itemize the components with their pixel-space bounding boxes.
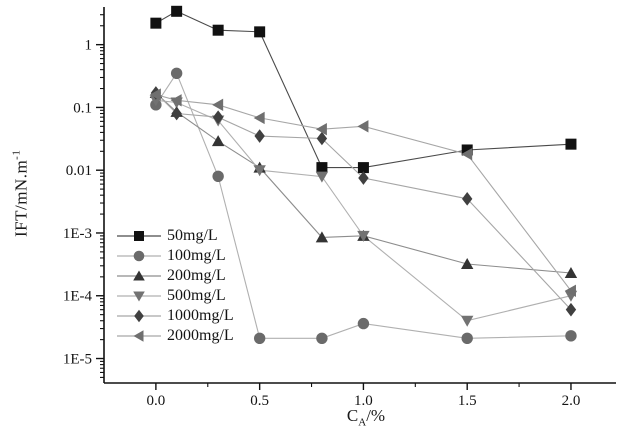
data-point-100mg/L-marker [357, 317, 370, 330]
legend-marker-glyph [134, 309, 144, 323]
y-axis-title: IFT/mN.m-1 [11, 111, 32, 275]
data-point-500mg/L-marker [315, 171, 329, 183]
data-point-500mg/L-marker [460, 315, 474, 327]
data-point-2000mg/L-marker [170, 94, 182, 107]
legend-marker-triangle-up-icon [117, 270, 161, 281]
legend-item-2000mg/L: 2000mg/L [116, 326, 234, 346]
data-point-100mg/L-marker [316, 332, 328, 344]
legend-marker-glyph [133, 250, 145, 262]
legend: 50mg/L 100mg/L 200mg/L 500mg/L 1000mg/L 2000m… [116, 226, 234, 346]
x-axis-title-subscript: A [358, 416, 367, 429]
data-point-1000mg/L-marker [316, 131, 328, 146]
y-tick-label: 1E-3 [63, 226, 92, 242]
data-point-1000mg/L-marker [212, 110, 224, 124]
legend-label: 200mg/L [167, 267, 226, 284]
data-point-50mg/L-marker [171, 5, 183, 17]
y-tick-label: 0.1 [73, 100, 92, 116]
data-point-2000mg/L-marker [461, 147, 473, 161]
legend-item-1000mg/L: 1000mg/L [116, 306, 234, 326]
data-point-200mg/L-marker [564, 267, 578, 279]
legend-marker-square-icon [117, 231, 161, 241]
legend-item-200mg/L: 200mg/L [116, 266, 234, 286]
data-point-1000mg/L-marker [358, 171, 369, 185]
data-point-500mg/L-marker [357, 230, 370, 242]
legend-item-50mg/L: 50mg/L [116, 226, 234, 246]
series-line-500mg/L [155, 99, 572, 322]
legend-label: 1000mg/L [167, 307, 234, 324]
data-point-200mg/L-marker [211, 135, 225, 147]
data-point-1000mg/L-marker [171, 106, 182, 121]
legend-label: 500mg/L [167, 287, 226, 304]
data-point-1000mg/L-marker [254, 129, 265, 143]
x-axis-title-suffix: /% [366, 406, 386, 425]
legend-marker-triangle-down-icon [117, 291, 161, 302]
series-line-50mg/L [155, 10, 572, 169]
legend-marker-glyph [133, 291, 145, 302]
data-point-50mg/L-marker [150, 17, 162, 29]
legend-item-500mg/L: 500mg/L [116, 286, 234, 306]
data-point-100mg/L-marker [461, 332, 473, 344]
y-tick-label: 1E-4 [63, 289, 93, 305]
y-tick-label: 1 [85, 38, 93, 54]
data-point-50mg/L-marker [316, 162, 328, 174]
x-axis-title-text: C [346, 406, 359, 425]
data-point-2000mg/L-marker [357, 120, 369, 133]
legend-marker-diamond-icon [117, 309, 161, 323]
x-tick-label: 1.5 [458, 393, 477, 409]
y-tick-label: 1E-5 [63, 352, 92, 368]
data-point-2000mg/L-marker [315, 123, 327, 136]
data-point-500mg/L-marker [253, 165, 266, 177]
x-tick-label: 0.5 [250, 393, 269, 409]
legend-marker-triangle-left-icon [117, 330, 161, 342]
series-line-100mg/L [155, 72, 572, 339]
data-point-50mg/L-marker [357, 162, 369, 174]
data-point-200mg/L-marker [315, 231, 329, 243]
legend-item-100mg/L: 100mg/L [116, 246, 234, 266]
data-point-100mg/L-marker [565, 330, 577, 342]
legend-label: 2000mg/L [167, 327, 234, 344]
series-line-2000mg/L [155, 94, 572, 292]
legend-marker-glyph [134, 231, 144, 241]
data-point-50mg/L-marker [461, 144, 473, 156]
data-point-1000mg/L-marker [565, 302, 577, 317]
series-line-1000mg/L [155, 92, 572, 311]
legend-marker-glyph [133, 330, 144, 342]
data-point-2000mg/L-marker [564, 284, 576, 297]
legend-marker-circle-icon [117, 250, 161, 262]
series-line-200mg/L [155, 92, 572, 274]
data-point-2000mg/L-marker [253, 111, 265, 125]
data-point-50mg/L-marker [254, 26, 266, 38]
data-point-100mg/L-marker [212, 170, 224, 182]
y-axis-title-text: IFT/mN.m [11, 159, 31, 238]
data-point-100mg/L-marker [170, 67, 183, 79]
data-point-50mg/L-marker [565, 138, 577, 150]
legend-label: 100mg/L [167, 247, 226, 264]
data-point-2000mg/L-marker [149, 88, 161, 101]
data-point-2000mg/L-marker [212, 98, 224, 112]
data-point-1000mg/L-marker [461, 192, 473, 206]
x-tick-label: 0.0 [147, 393, 166, 409]
y-axis-title-exponent: -1 [10, 149, 23, 160]
y-tick-label: 0.01 [66, 163, 92, 179]
x-tick-label: 1.0 [354, 393, 373, 409]
data-point-200mg/L-marker [460, 258, 474, 270]
legend-marker-glyph [133, 270, 145, 281]
x-axis-title: CA/% [330, 406, 402, 428]
legend-label: 50mg/L [167, 227, 218, 244]
data-point-100mg/L-marker [253, 332, 266, 344]
data-point-50mg/L-marker [212, 24, 224, 36]
x-tick-label: 2.0 [562, 393, 581, 409]
